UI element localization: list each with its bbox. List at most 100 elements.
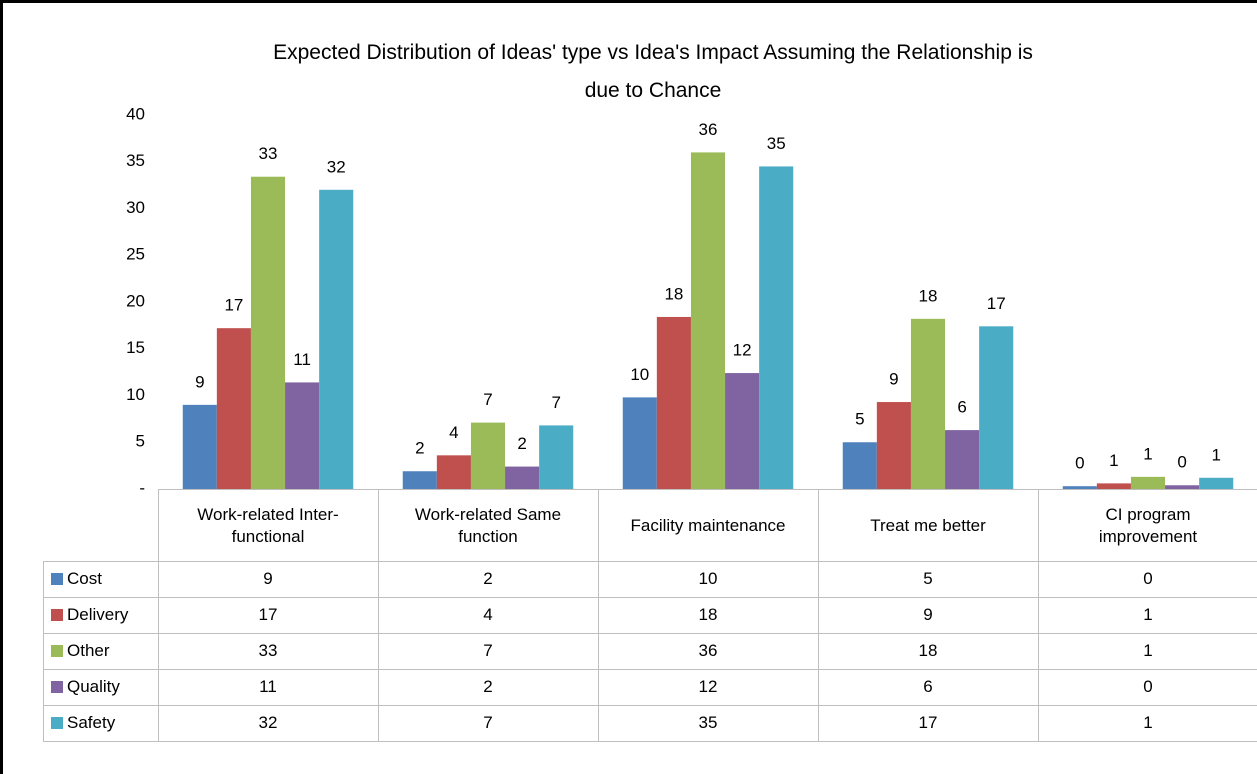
- bar: [1062, 486, 1097, 489]
- y-tick-label: -: [139, 478, 145, 497]
- table-line: [43, 669, 1257, 670]
- cell-text: 36: [698, 640, 718, 660]
- data-label: 1: [1109, 451, 1118, 470]
- table-value: 33: [158, 633, 378, 669]
- bar: [842, 442, 877, 489]
- data-label: 9: [195, 372, 204, 391]
- data-label: 0: [1177, 453, 1186, 472]
- category-label: Facility maintenance: [598, 491, 818, 561]
- table-line: [378, 489, 379, 741]
- bar: [505, 466, 540, 489]
- table-value: 6: [818, 669, 1038, 705]
- legend-swatch: [51, 573, 63, 585]
- data-label: 36: [699, 120, 718, 139]
- cell-text: 33: [258, 640, 278, 660]
- cell-text: 0: [1143, 676, 1153, 696]
- cell-text: 11: [259, 676, 277, 696]
- category-label: CI program improvement: [1038, 491, 1257, 561]
- bar: [285, 382, 320, 489]
- data-label: 1: [1143, 444, 1152, 463]
- legend-label: Quality: [67, 676, 120, 696]
- bar: [876, 402, 911, 489]
- data-label: 2: [415, 439, 424, 458]
- table-value: 0: [1038, 669, 1257, 705]
- cell-text: 17: [258, 604, 278, 624]
- data-label: 6: [957, 398, 966, 417]
- table-value: 1: [1038, 633, 1257, 669]
- table-value: 12: [598, 669, 818, 705]
- data-label: 11: [293, 350, 311, 369]
- cell-text: 12: [698, 676, 718, 696]
- legend-swatch: [51, 609, 63, 621]
- data-label: 0: [1075, 454, 1084, 473]
- table-value: 17: [158, 597, 378, 633]
- table-value: 4: [378, 597, 598, 633]
- y-tick-label: 25: [126, 245, 145, 264]
- cell-text: 7: [483, 712, 493, 732]
- table-line: [43, 705, 1257, 706]
- table-value: 35: [598, 705, 818, 741]
- bar: [759, 166, 794, 490]
- legend-swatch: [51, 681, 63, 693]
- table-value: 11: [158, 669, 378, 705]
- cell-text: Work-related Same function: [414, 504, 562, 546]
- data-label: 12: [733, 341, 752, 360]
- data-label: 32: [327, 157, 346, 176]
- data-label: 4: [449, 423, 458, 442]
- table-value: 1: [1038, 597, 1257, 633]
- legend-swatch: [51, 717, 63, 729]
- y-tick-label: 10: [126, 385, 145, 404]
- cell-text: 2: [483, 568, 493, 588]
- bar: [1130, 476, 1166, 489]
- cell-text: 9: [263, 568, 273, 588]
- cell-text: 10: [698, 568, 718, 588]
- bar: [470, 422, 506, 489]
- data-label: 7: [483, 390, 492, 409]
- bar: [1096, 483, 1131, 489]
- bar: [945, 430, 980, 489]
- cell-text: 6: [923, 676, 933, 696]
- table-value: 2: [378, 561, 598, 597]
- y-tick-label: 40: [126, 104, 145, 123]
- bar: [690, 152, 726, 489]
- legend-label: Cost: [67, 568, 102, 588]
- table-line: [43, 561, 44, 741]
- table-value: 5: [818, 561, 1038, 597]
- table-value: 36: [598, 633, 818, 669]
- table-line: [1038, 489, 1039, 741]
- bar: [910, 318, 946, 489]
- cell-text: Facility maintenance: [630, 515, 786, 535]
- cell-text: 32: [258, 712, 278, 732]
- bar: [216, 328, 251, 489]
- table-value: 1: [1038, 705, 1257, 741]
- cell-text: Work-related Inter-functional: [197, 504, 339, 546]
- data-label: 17: [987, 294, 1006, 313]
- y-tick-label: 15: [126, 338, 145, 357]
- cell-text: 35: [698, 712, 718, 732]
- cell-text: 18: [698, 604, 718, 624]
- legend-label: Safety: [67, 712, 116, 732]
- y-tick-label: 30: [126, 198, 145, 217]
- bar: [622, 397, 657, 489]
- bar: [725, 373, 760, 489]
- table-line: [43, 633, 1257, 634]
- cell-text: Treat me better: [870, 515, 986, 535]
- legend-label: Other: [67, 640, 110, 660]
- legend-swatch: [51, 645, 63, 657]
- cell-text: 2: [483, 676, 493, 696]
- table-line: [43, 561, 1257, 562]
- cell-text: 5: [923, 568, 933, 588]
- legend-entry: Other: [43, 633, 158, 669]
- chart-title: Expected Distribution of Ideas' type vs …: [273, 41, 1033, 102]
- legend-entry: Quality: [43, 669, 158, 705]
- table-line: [598, 489, 599, 741]
- table-value: 0: [1038, 561, 1257, 597]
- table-value: 17: [818, 705, 1038, 741]
- bar: [656, 316, 691, 489]
- chart: Expected Distribution of Ideas' type vs …: [126, 41, 1234, 497]
- data-label: 18: [919, 286, 938, 305]
- y-tick-label: 20: [126, 291, 145, 310]
- table-value: 18: [818, 633, 1038, 669]
- data-label: 10: [630, 365, 649, 384]
